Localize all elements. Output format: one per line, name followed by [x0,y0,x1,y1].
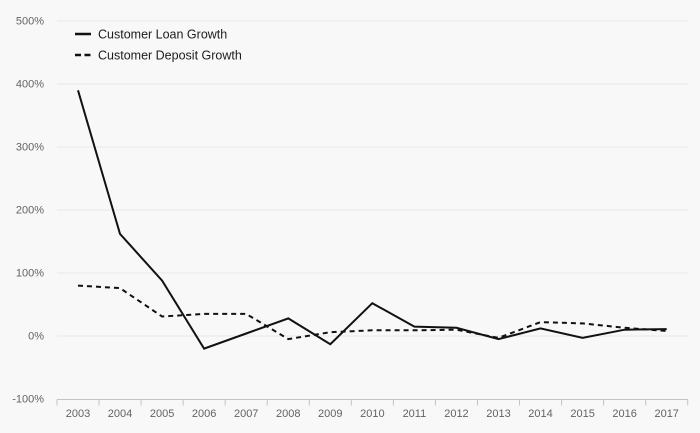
x-axis-tick-label: 2004 [108,408,132,420]
x-axis-tick-label: 2003 [66,408,90,420]
series-line-customer-deposit-growth [77,284,667,341]
x-axis-tick-label: 2014 [528,408,552,420]
x-axis-tick-label: 2009 [318,408,342,420]
y-axis-tick-label: -100% [12,394,44,406]
x-axis-tick-label: 2016 [612,408,636,420]
y-axis-tick-label: 300% [16,142,44,154]
x-axis-tick-label: 2007 [234,408,258,420]
series-group [77,90,667,350]
y-axis-labels-group: 500% 400% 300% 200% 100% 0% -100% [12,16,44,406]
x-axis-tick-label: 2013 [486,408,510,420]
x-axis-tick-label: 2010 [360,408,384,420]
x-axis-group [56,399,689,406]
x-axis-tick-label: 2006 [192,408,216,420]
series-line-customer-loan-growth [77,90,667,350]
x-axis-tick-label: 2017 [654,408,678,420]
x-axis-tick-label: 2012 [444,408,468,420]
legend-label: Customer Deposit Growth [98,49,242,63]
legend-label: Customer Loan Growth [98,28,227,42]
y-axis-tick-label: 0% [28,331,44,343]
y-axis-tick-label: 200% [16,205,44,217]
y-axis-tick-label: 100% [16,268,44,280]
gridlines-group [57,20,688,337]
y-axis-tick-label: 500% [16,16,44,28]
x-axis-tick-label: 2015 [570,408,594,420]
x-axis-tick-label: 2011 [403,408,427,420]
x-axis-labels-group: 2003 2004 2005 2006 2007 2008 2009 2010 2011 2012… [66,408,679,420]
x-axis-tick-label: 2005 [150,408,174,420]
y-axis-tick-label: 400% [16,79,44,91]
legend-group: Customer Loan Growth Customer Deposit Gro… [75,28,242,63]
x-axis-tick-label: 2008 [276,408,300,420]
